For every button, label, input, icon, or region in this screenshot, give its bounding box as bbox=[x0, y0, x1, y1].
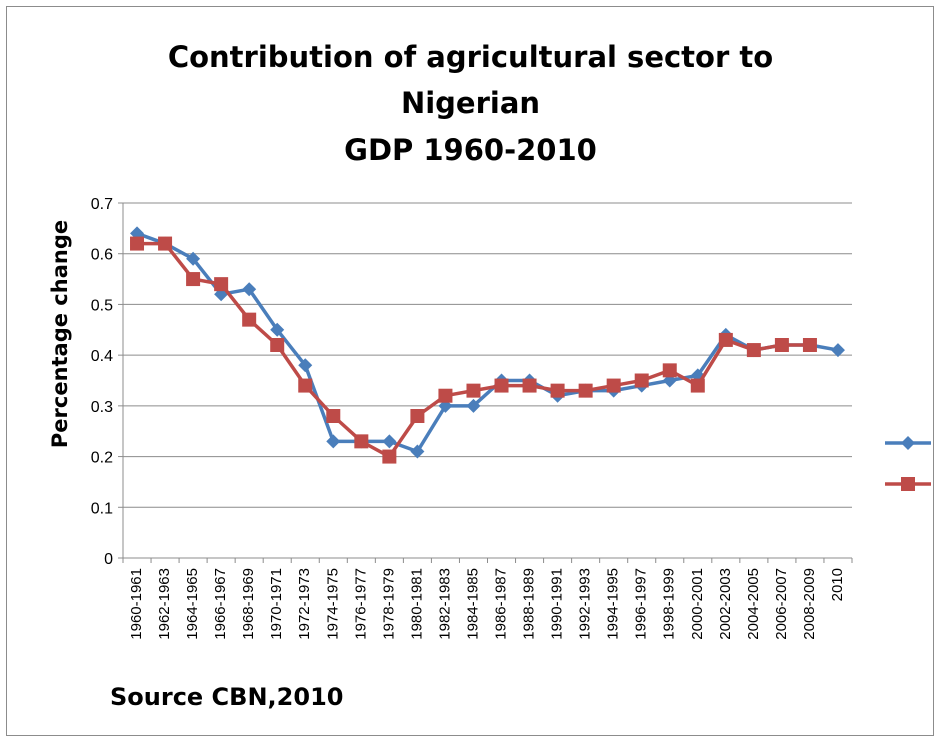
x-tick-label: 1960-1961 bbox=[128, 568, 145, 640]
series-1-point bbox=[298, 358, 313, 373]
x-tick-label: 1986-1987 bbox=[492, 568, 509, 640]
x-tick-label: 1994-1995 bbox=[605, 568, 622, 640]
x-tick-label: 2010 bbox=[829, 568, 846, 601]
x-tick-label: 2008-2009 bbox=[801, 568, 818, 640]
series-2-point bbox=[802, 338, 817, 352]
x-tick-label: 1998-1999 bbox=[661, 568, 678, 640]
chart-title-line-1: Contribution of agricultural sector to bbox=[167, 40, 774, 74]
x-tick-label: 1984-1985 bbox=[464, 568, 481, 640]
series-2-point bbox=[690, 378, 705, 393]
y-tick-label: 0.3 bbox=[91, 399, 113, 416]
series-1-point bbox=[830, 343, 845, 358]
x-tick-label: 1992-1993 bbox=[577, 568, 594, 640]
series-1-point bbox=[326, 434, 341, 449]
series-2-point bbox=[130, 236, 145, 251]
x-tick-label: 1964-1965 bbox=[184, 568, 201, 640]
series-2-point bbox=[410, 409, 425, 423]
series-2-point bbox=[578, 383, 593, 398]
x-tick-label: 1996-1997 bbox=[633, 568, 650, 640]
x-tick-label: 1970-1971 bbox=[268, 568, 285, 640]
x-tick-label: 2006-2007 bbox=[773, 568, 790, 640]
series-2-point bbox=[606, 378, 621, 393]
x-tick-label: 1988-1989 bbox=[521, 568, 538, 640]
x-tick-label: 2002-2003 bbox=[717, 568, 734, 640]
x-tick-label: 1978-1979 bbox=[380, 568, 397, 640]
x-tick-label: 2004-2005 bbox=[745, 568, 762, 640]
x-tick-label: 1966-1967 bbox=[212, 568, 229, 640]
y-tick-label: 0.1 bbox=[91, 500, 113, 517]
y-tick-label: 0.6 bbox=[91, 247, 113, 264]
x-tick-label: 1990-1991 bbox=[549, 568, 566, 640]
series-2-point bbox=[158, 236, 173, 251]
source-note: Source CBN,2010 bbox=[110, 683, 344, 711]
series-1-point bbox=[466, 398, 481, 413]
y-tick-label: 0.2 bbox=[91, 450, 113, 467]
series-2-point bbox=[326, 409, 341, 423]
series-2-point bbox=[746, 343, 761, 358]
series-2-point bbox=[718, 332, 733, 347]
chart-frame bbox=[6, 6, 934, 736]
legend-1-marker bbox=[901, 436, 915, 450]
series-2-point bbox=[298, 378, 313, 393]
series-2-point bbox=[242, 312, 257, 327]
series-2-point bbox=[270, 338, 285, 352]
series-1-point bbox=[410, 444, 425, 459]
series-2-point bbox=[186, 272, 201, 287]
series-2-point bbox=[214, 277, 229, 292]
legend-2-marker bbox=[901, 477, 915, 491]
x-tick-label: 1980-1981 bbox=[408, 568, 425, 640]
series-2-point bbox=[466, 383, 481, 398]
x-tick-label: 1976-1977 bbox=[352, 568, 369, 640]
series-2-point bbox=[634, 373, 649, 388]
series-2-point bbox=[382, 449, 397, 464]
x-tick-label: 1982-1983 bbox=[436, 568, 453, 640]
series-2-point bbox=[662, 363, 677, 378]
y-tick-label: 0.4 bbox=[91, 348, 113, 365]
series-1-point bbox=[242, 282, 257, 297]
series-1-point bbox=[186, 251, 201, 266]
y-tick-label: 0.5 bbox=[91, 297, 113, 314]
series-2-point bbox=[522, 378, 537, 393]
y-tick-label: 0.7 bbox=[91, 196, 113, 213]
y-tick-label: 0 bbox=[104, 551, 113, 568]
chart-title-line-3: GDP 1960-2010 bbox=[344, 133, 597, 167]
x-tick-label: 1974-1975 bbox=[324, 568, 341, 640]
series-2-point bbox=[438, 388, 453, 403]
x-tick-label: 1972-1973 bbox=[296, 568, 313, 640]
series-2-point bbox=[354, 434, 369, 449]
x-tick-label: 2000-2001 bbox=[689, 568, 706, 640]
chart-title-line-2: Nigerian bbox=[400, 86, 541, 120]
series-2-point bbox=[494, 378, 509, 393]
series-1-point bbox=[382, 434, 397, 449]
series-2-point bbox=[550, 383, 565, 398]
series-2-line bbox=[137, 241, 810, 459]
series-2-point bbox=[774, 338, 789, 352]
x-tick-label: 1962-1963 bbox=[156, 568, 173, 640]
series-1-point bbox=[270, 322, 285, 337]
x-tick-label: 1968-1969 bbox=[240, 568, 257, 640]
